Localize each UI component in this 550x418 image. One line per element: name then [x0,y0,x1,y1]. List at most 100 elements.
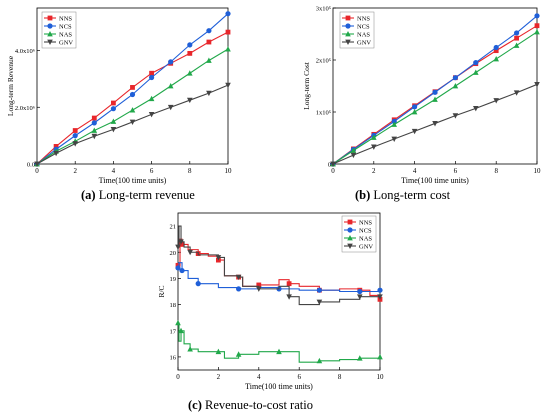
data-point-nas [148,95,155,102]
y-tick-label-c: 21 [170,224,177,231]
series-line-nns [36,31,229,165]
data-point-nas [235,351,242,357]
caption-b-text: Long-term cost [370,188,451,202]
x-tick-label-b: 4 [413,167,417,175]
data-point-gnv [110,126,117,133]
data-point-gnv [187,249,193,256]
y-axis-label-b: Long-term Cost [302,61,311,110]
y-tick-label-a: 0.0 [27,162,35,169]
x-tick-label-c: 6 [297,373,301,381]
data-point-gnv [225,82,231,89]
data-point-nns [493,48,499,54]
series-nas-a [34,46,231,167]
data-point-ncs [514,30,520,36]
data-point-nns [286,281,292,287]
data-point-ncs [168,59,174,65]
data-point-ncs [357,288,363,295]
data-point-ncs [187,42,193,48]
data-point-ncs [391,118,397,124]
legend-marker-nas [47,31,53,37]
data-point-nas [91,127,98,133]
data-point-gnv [377,294,383,300]
data-point-nns [130,85,135,90]
data-point-nns [179,242,185,247]
legend-marker-gnv [47,39,53,45]
data-point-ncs [179,267,185,274]
data-point-nas [187,70,193,76]
legend-label-nas: NAS [59,32,72,39]
data-point-nas [129,107,136,113]
data-point-ncs [432,89,438,95]
data-point-gnv [357,294,363,300]
data-point-ncs [195,281,201,287]
data-point-gnv [148,111,155,118]
data-point-nns [53,144,59,149]
data-point-ncs [206,28,212,34]
x-tick-label-a: 6 [150,167,154,175]
legend-marker-gnv [345,39,351,45]
data-point-nas [350,147,357,153]
y-axis-label-c: R/C [157,285,166,297]
legend-marker-nns [47,15,53,21]
data-point-ncs [473,60,479,66]
data-point-nas [432,96,438,102]
data-point-nas [377,353,383,360]
data-point-gnv [534,82,540,88]
chart-a: 0 2 4 6 8 10 0.0 2.0x10⁶ 4.0x10⁶ Time(100 time un… [6,7,232,185]
x-tick-label-c: 4 [257,373,261,381]
series-gnv-c [175,225,383,306]
data-point-ncs [72,133,78,139]
data-point-gnv [286,294,292,300]
y-axis-label-a: Long-term Revenue [6,55,15,116]
data-point-nns [206,39,212,45]
series-gnv-a [34,82,231,167]
data-point-ncs [129,91,136,98]
series-nns-a [34,29,231,167]
data-point-ncs [225,11,231,17]
legend-marker-ncs [47,23,53,29]
data-point-nas [178,327,184,334]
data-point-gnv [513,90,520,96]
data-point-gnv [316,299,323,305]
legend-label-nns: NNS [359,220,372,227]
series-gnv-b [330,82,540,167]
x-axis-label-c: Time(100 time units) [245,382,313,391]
chart-b: 0 2 4 6 8 10 0 1x10⁵ 2x10⁵ 3x10⁵ Time(100 time uni… [302,6,541,186]
data-point-nns [175,262,181,268]
data-point-gnv [187,97,193,104]
data-point-gnv [235,274,242,281]
data-point-nns [91,115,97,121]
y-tick-label-c: 18 [170,302,177,309]
legend-label-nas: NAS [359,236,372,243]
data-point-nas [473,69,479,75]
data-point-nns [534,23,540,29]
data-point-ncs [412,104,418,110]
data-point-nns [149,70,154,76]
y-tick-label-b: 0 [328,162,331,169]
data-point-ncs [377,287,383,293]
data-point-nas [225,46,231,52]
data-point-gnv [72,141,78,147]
series-nas-c [175,319,383,364]
legend-marker-ncs [345,23,351,29]
data-point-nas [167,83,174,89]
x-tick-label-b: 0 [331,167,335,175]
x-tick-label-c: 8 [338,373,342,381]
caption-a-text: Long-term revenue [95,188,195,202]
legend-marker-nns [347,219,353,225]
caption-c-text: Revenue-to-cost ratio [201,398,313,412]
x-tick-label-c: 2 [217,373,221,381]
data-point-gnv [167,104,174,111]
data-point-nns [111,100,116,106]
legend-label-gnv: GNV [59,40,73,47]
series-line-nas [178,322,381,363]
data-point-nas [175,319,181,326]
caption-b: (b) Long-term cost [355,188,450,203]
data-point-gnv [129,119,136,126]
data-point-nas [206,57,212,63]
data-point-ncs [452,75,458,81]
data-point-ncs [316,287,322,293]
